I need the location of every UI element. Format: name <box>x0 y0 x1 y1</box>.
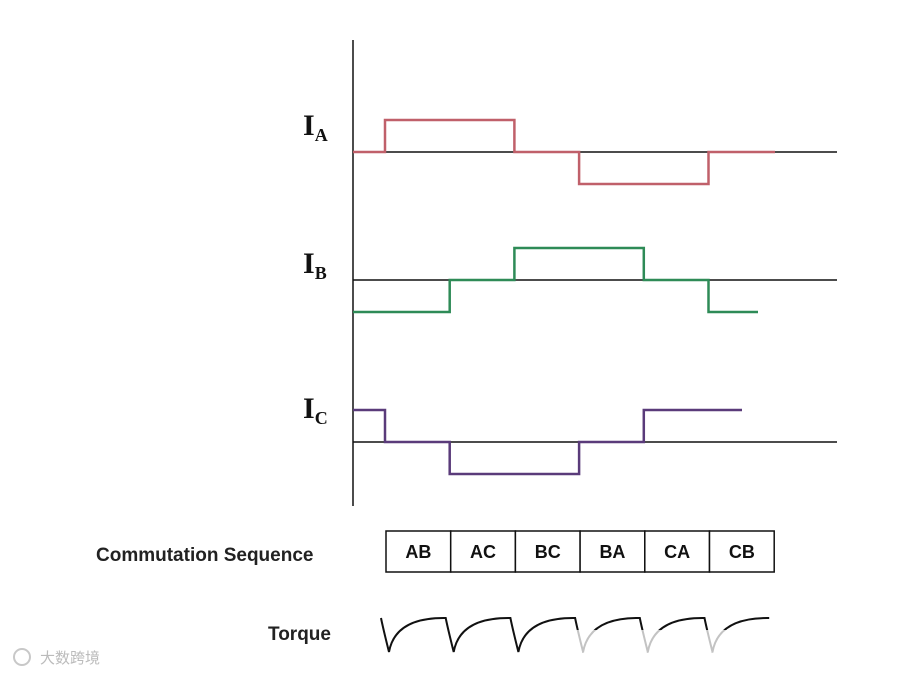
torque-label: Torque <box>268 624 331 645</box>
waveform-phase-a <box>353 118 775 186</box>
sequence-cell-label: CB <box>729 542 755 562</box>
waveform-phase-c <box>353 408 742 476</box>
watermark: 大数跨境 <box>13 648 100 667</box>
watermark-logo-icon <box>13 648 31 666</box>
torque-ripple-curve <box>380 617 770 653</box>
sequence-cell-label: AC <box>470 542 496 562</box>
sequence-cell <box>708 530 775 573</box>
watermark-text: 大数跨境 <box>40 649 100 667</box>
sequence-cell <box>644 530 711 573</box>
label-ic: IC <box>303 392 328 428</box>
sequence-cell-label: BA <box>599 542 625 562</box>
blurred-overlay <box>565 630 840 652</box>
sequence-cell-label: CA <box>664 542 690 562</box>
sequence-cell <box>514 530 581 573</box>
sequence-cell <box>449 530 517 573</box>
sequence-cell <box>579 530 646 573</box>
sequence-cell-label: BC <box>535 542 561 562</box>
label-ia: IA <box>303 109 328 145</box>
label-ib: IB <box>303 247 327 283</box>
sequence-cell <box>385 530 452 573</box>
commutation-sequence-label: Commutation Sequence <box>96 545 313 566</box>
commutation-sequence-table: AB AC BC BA CA CB <box>385 530 775 573</box>
sequence-cell-label: AB <box>405 542 431 562</box>
waveform-phase-b <box>353 246 758 314</box>
